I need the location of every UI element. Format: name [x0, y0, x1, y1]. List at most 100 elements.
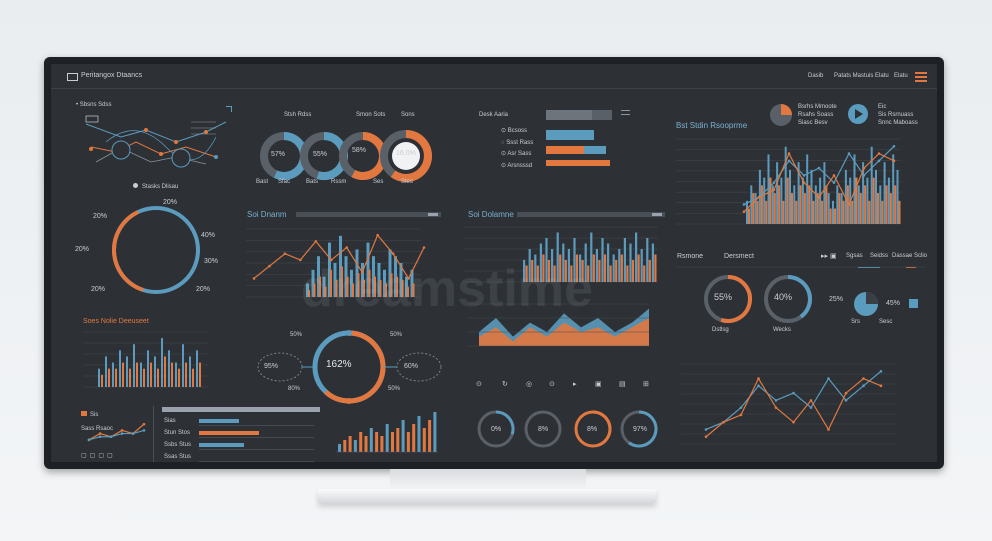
rsmone-legend: Sgsas [846, 253, 863, 259]
pie-slice [866, 292, 878, 304]
area-chart-panel [469, 303, 649, 354]
panel-title-top-right: Bst Stdin Rsooprme [676, 121, 748, 130]
small-ring-fill [495, 410, 515, 435]
bar-blue [584, 243, 587, 282]
mini-line-orange [88, 423, 145, 441]
trend-line-point [360, 270, 364, 274]
bar [406, 432, 410, 452]
bar-orange [564, 260, 567, 282]
bar-blue [836, 185, 839, 224]
bottom-left-icons: ▢▢▢▢ [81, 453, 116, 459]
play-icon[interactable]: ▸ [573, 381, 577, 388]
bar-orange [115, 368, 117, 387]
donut-caption: Stes [401, 179, 414, 185]
trend-blue-point [847, 152, 851, 155]
bar-orange [581, 260, 584, 282]
record-icon[interactable]: ⊙ [476, 381, 482, 388]
bar-orange [598, 260, 601, 282]
window-icon[interactable]: ▣ [595, 381, 602, 388]
trend-orange-point [847, 203, 851, 206]
bar-orange [129, 368, 131, 387]
bar-blue [539, 243, 542, 282]
trend-blue-point [802, 174, 806, 177]
dolamne-chart [463, 226, 658, 283]
bar-orange [829, 208, 832, 224]
bar-blue [651, 243, 654, 282]
bar-orange [799, 185, 802, 224]
hbar-row-label: Ssas Stus [164, 454, 192, 460]
hbar-bar [546, 160, 610, 166]
bar-blue [892, 154, 895, 224]
bar [353, 440, 357, 452]
bar [338, 444, 341, 452]
bar-orange [864, 185, 867, 224]
image-icon[interactable]: ▤ [619, 381, 626, 388]
line-blue-point [862, 384, 865, 388]
trend-line-point [283, 252, 287, 256]
trend-line-point [299, 258, 302, 262]
donut-caption: Rssm [331, 179, 347, 185]
bar-blue [196, 350, 198, 387]
trend-line-point [345, 246, 349, 249]
bar-blue [175, 362, 177, 387]
bar-orange [795, 200, 798, 224]
bar-orange [756, 200, 759, 224]
bar-blue [140, 362, 142, 387]
header-menu-item[interactable]: Patats Mastuis Elatu [834, 73, 889, 79]
bar-blue [763, 177, 766, 224]
bar-blue [623, 238, 626, 282]
trend-orange-point [757, 195, 761, 199]
donut-fill [390, 130, 432, 182]
trend-line-point [376, 233, 379, 237]
small-rings-svg [477, 410, 658, 448]
bar-blue [797, 162, 800, 224]
bottom-middle-bars [326, 406, 441, 456]
bar-orange [643, 265, 646, 282]
bar-blue [595, 249, 598, 282]
rsmone-donut-fill [720, 275, 752, 323]
bar-blue [646, 238, 649, 282]
bar-orange [385, 283, 387, 297]
header-menu-item[interactable]: Dasib [808, 73, 824, 79]
trend-line-point [407, 277, 410, 280]
target-icon[interactable]: ◎ [526, 381, 533, 388]
rsmone-title: Rsmone [677, 253, 704, 260]
bar-orange [352, 283, 354, 297]
bottom-hbar-panel: Sias Stun Stos Ssbs Stus Ssas Stus [153, 406, 324, 462]
bar [348, 436, 352, 452]
watermark-text: dreamstime [301, 260, 593, 318]
bar-blue [780, 177, 783, 224]
circle-icon[interactable]: ⊙ [549, 381, 555, 388]
monitor-stand-neck [390, 469, 586, 491]
dashboard-screen: Peritangox Dtaancs Dasib Patats Mastuis … [51, 64, 937, 462]
bar-blue [317, 256, 320, 297]
bar-blue [388, 249, 392, 297]
header-bar: Peritangox Dtaancs Dasib Patats Mastuis … [51, 64, 937, 89]
trend-line-point [252, 277, 256, 280]
bar-orange [626, 265, 629, 282]
donut-fill [351, 132, 387, 180]
play-button-icon[interactable] [848, 104, 868, 124]
line-orange-point [809, 399, 813, 402]
stat-label: Bsrhs Mmoote [798, 104, 837, 110]
bar-orange [769, 177, 772, 224]
bar-blue [618, 249, 621, 282]
refresh-icon[interactable]: ↻ [502, 381, 508, 388]
bar-orange [855, 177, 858, 224]
trend-blue-point [817, 166, 821, 170]
line-orange-point [862, 377, 865, 380]
bar-orange [357, 273, 360, 297]
bar-blue [870, 146, 873, 224]
header-menu-item[interactable]: Elatu [894, 73, 908, 79]
bar-orange [192, 368, 194, 387]
donut-group-label: Sons [401, 112, 415, 118]
dnanm-chart [246, 228, 426, 298]
media-controls-icon[interactable]: ▸▸ ▣ [821, 253, 837, 260]
bar-blue [333, 263, 337, 297]
bar-orange [631, 260, 635, 282]
hbar-track [199, 425, 314, 426]
bar-orange [894, 185, 897, 224]
grid-icon[interactable]: ⊞ [643, 381, 649, 388]
bar-blue [806, 154, 809, 224]
hamburger-menu-icon[interactable] [915, 72, 927, 82]
